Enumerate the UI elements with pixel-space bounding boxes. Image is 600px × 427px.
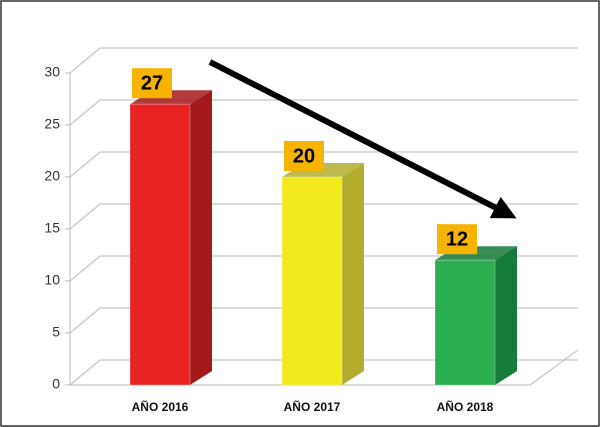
plot: 0 5 10 15 20 25 30 AÑO 2016 27 AÑO 2017 20 AÑO 2018… — [44, 47, 579, 414]
x-tick-label: AÑO 2016 — [132, 399, 189, 414]
floor — [70, 349, 579, 386]
grid-line — [69, 151, 578, 178]
grid-line — [69, 255, 578, 282]
bar — [434, 259, 496, 386]
y-tick-label: 15 — [44, 220, 60, 236]
x-tick-label: AÑO 2018 — [437, 399, 494, 414]
value-label-box — [437, 224, 477, 255]
value-label-box — [132, 68, 172, 99]
y-tick-label: 20 — [44, 168, 60, 184]
value-label-box — [284, 141, 324, 171]
value-label: 12 — [446, 228, 468, 250]
grid-line — [69, 307, 578, 334]
bar-side — [342, 163, 364, 385]
grid-line — [69, 99, 578, 126]
value-label: 20 — [293, 145, 315, 167]
bar-side — [495, 246, 517, 385]
grid-line — [69, 203, 578, 230]
x-tick-label: AÑO 2017 — [284, 399, 341, 414]
y-tick-label: 30 — [44, 64, 60, 80]
value-label: 27 — [141, 72, 163, 94]
y-tick-label: 10 — [44, 272, 60, 288]
bar — [129, 103, 191, 386]
bar-side — [190, 90, 212, 385]
y-tick-label: 25 — [44, 116, 60, 132]
grid-line — [69, 47, 578, 74]
trend-arrow — [208, 59, 517, 219]
grid-line — [69, 359, 578, 386]
y-tick-label: 5 — [52, 324, 60, 340]
y-tick-label: 0 — [52, 376, 60, 392]
bar — [281, 176, 343, 386]
